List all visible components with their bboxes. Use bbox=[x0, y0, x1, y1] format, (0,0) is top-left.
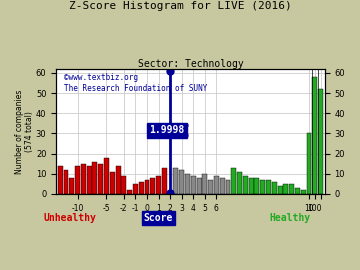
Text: Z-Score Histogram for LIVE (2016): Z-Score Histogram for LIVE (2016) bbox=[69, 1, 291, 11]
Bar bbox=[58, 166, 63, 194]
Text: ©www.textbiz.org: ©www.textbiz.org bbox=[64, 73, 138, 82]
Bar bbox=[220, 178, 225, 194]
Bar bbox=[237, 172, 242, 194]
Title: Sector: Technology: Sector: Technology bbox=[138, 59, 243, 69]
Text: The Research Foundation of SUNY: The Research Foundation of SUNY bbox=[64, 84, 208, 93]
Bar bbox=[144, 180, 149, 194]
Text: 1.9998: 1.9998 bbox=[150, 125, 185, 135]
Bar bbox=[133, 184, 138, 194]
Bar bbox=[81, 164, 86, 194]
Bar bbox=[179, 170, 184, 194]
Bar bbox=[249, 178, 253, 194]
Text: Score: Score bbox=[144, 213, 173, 223]
Bar bbox=[260, 180, 265, 194]
Bar bbox=[191, 176, 196, 194]
Bar bbox=[289, 184, 294, 194]
Bar bbox=[69, 178, 74, 194]
Bar bbox=[283, 184, 288, 194]
Bar bbox=[93, 162, 97, 194]
Bar bbox=[63, 170, 68, 194]
Bar bbox=[214, 176, 219, 194]
Bar bbox=[121, 176, 126, 194]
Bar bbox=[202, 174, 207, 194]
Bar bbox=[156, 176, 161, 194]
Bar bbox=[197, 178, 202, 194]
Bar bbox=[127, 190, 132, 194]
Bar bbox=[139, 182, 144, 194]
Bar bbox=[272, 182, 277, 194]
Bar bbox=[231, 168, 236, 194]
Bar bbox=[116, 166, 121, 194]
Bar bbox=[75, 166, 80, 194]
Bar bbox=[208, 180, 213, 194]
Bar bbox=[255, 178, 260, 194]
Bar bbox=[307, 133, 311, 194]
Bar bbox=[312, 77, 317, 194]
Bar bbox=[318, 89, 323, 194]
Bar bbox=[185, 174, 190, 194]
Bar bbox=[226, 180, 230, 194]
Bar bbox=[301, 190, 306, 194]
Bar bbox=[98, 164, 103, 194]
Bar bbox=[104, 158, 109, 194]
Bar bbox=[266, 180, 271, 194]
Text: Unhealthy: Unhealthy bbox=[43, 213, 96, 223]
Bar bbox=[87, 166, 91, 194]
Bar bbox=[174, 168, 179, 194]
Bar bbox=[150, 178, 155, 194]
Bar bbox=[278, 186, 283, 194]
Y-axis label: Number of companies
(574 total): Number of companies (574 total) bbox=[15, 89, 35, 174]
Bar bbox=[162, 168, 167, 194]
Bar bbox=[295, 188, 300, 194]
Bar bbox=[243, 176, 248, 194]
Bar bbox=[168, 192, 172, 194]
Text: Healthy: Healthy bbox=[269, 213, 310, 223]
Bar bbox=[110, 172, 115, 194]
